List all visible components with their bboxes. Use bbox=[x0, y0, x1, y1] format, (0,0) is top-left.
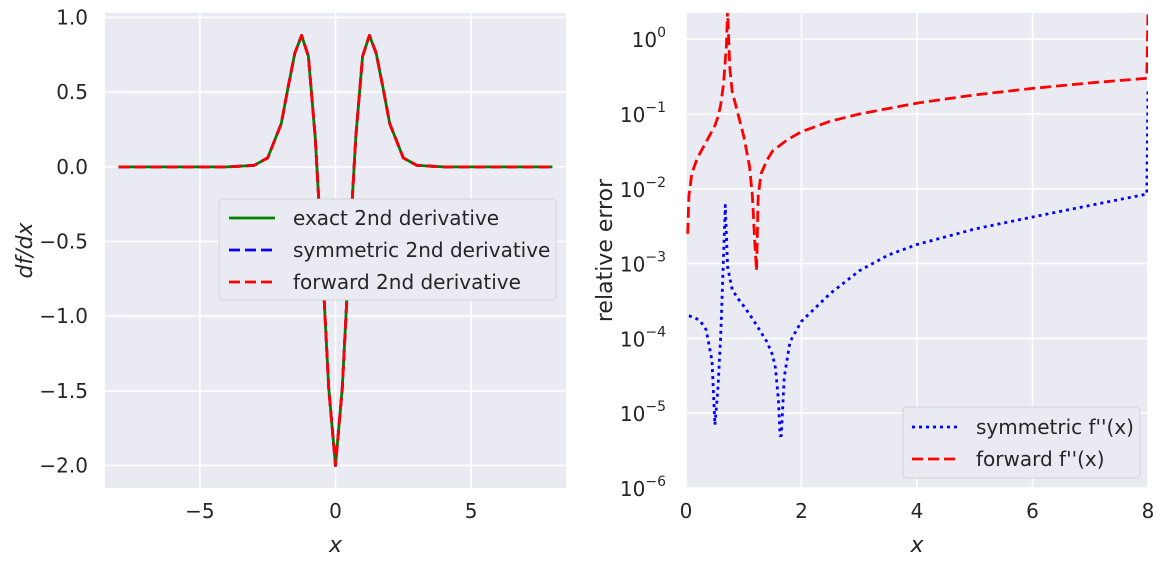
x-tick-label: 0 bbox=[680, 499, 693, 523]
left-chart: −5 0 5 1.0 0.5 0.0 −0.5 −1.0 −1.5 −2.0 x df/dx exact… bbox=[13, 5, 566, 558]
y-tick-label: −0.5 bbox=[39, 230, 88, 254]
y-tick-exponent: −1 bbox=[645, 100, 666, 116]
series-line-symmetric-f-x- bbox=[688, 88, 1148, 438]
y-tick-exponent: −2 bbox=[645, 175, 666, 191]
x-tick-label: 6 bbox=[1026, 499, 1039, 523]
y-tick-exponent: −4 bbox=[645, 324, 666, 340]
legend-box bbox=[902, 406, 1141, 479]
legend-label: exact 2nd derivative bbox=[293, 206, 499, 230]
y-tick-base: 10 bbox=[620, 327, 645, 351]
right-chart: 0 2 4 6 810010−110−210−310−410−510−6xrelativ… bbox=[593, 13, 1155, 558]
y-tick-label: −1.0 bbox=[39, 304, 88, 328]
y-tick-exponent: −6 bbox=[645, 474, 666, 490]
y-tick-label: 10−3 bbox=[620, 250, 666, 277]
series-line-forward-f-x- bbox=[686, 13, 1148, 273]
x-tick-label: 8 bbox=[1142, 499, 1155, 523]
y-tick-exponent: 0 bbox=[657, 25, 666, 41]
y-tick-label: 10−2 bbox=[620, 175, 666, 202]
x-axis-label: x bbox=[328, 533, 343, 558]
x-tick-label: 4 bbox=[911, 499, 924, 523]
y-tick-base: 10 bbox=[620, 402, 645, 426]
y-tick-base: 10 bbox=[620, 178, 645, 202]
legend-box bbox=[218, 198, 557, 301]
y-tick-base: 10 bbox=[620, 103, 645, 127]
x-tick-label: 0 bbox=[329, 499, 342, 523]
y-tick-label: 0.0 bbox=[56, 155, 88, 179]
x-tick-label: −5 bbox=[185, 499, 214, 523]
y-tick-label: 1.0 bbox=[56, 5, 88, 29]
y-tick-exponent: −5 bbox=[645, 399, 666, 415]
y-tick-label: 100 bbox=[632, 25, 666, 52]
y-tick-label: 0.5 bbox=[56, 80, 88, 104]
y-tick-label: −1.5 bbox=[39, 379, 88, 403]
y-tick-label: 10−5 bbox=[620, 399, 666, 426]
y-tick-base: 10 bbox=[632, 28, 657, 52]
legend: exact 2nd derivative symmetric 2nd deriva… bbox=[218, 198, 557, 301]
series-group bbox=[686, 13, 1148, 438]
y-tick-label: 10−4 bbox=[620, 324, 666, 351]
y-tick-label: 10−1 bbox=[620, 100, 666, 127]
legend-label: forward f''(x) bbox=[976, 447, 1105, 471]
series-line-forward-2nd-derivative bbox=[118, 34, 553, 468]
y-tick-base: 10 bbox=[620, 253, 645, 277]
y-tick-exponent: −3 bbox=[645, 250, 666, 266]
y-tick-label: −2.0 bbox=[39, 454, 88, 478]
legend: symmetric f''(x) forward f''(x) bbox=[902, 406, 1141, 479]
legend-label: symmetric 2nd derivative bbox=[293, 238, 550, 262]
y-axis-label: relative error bbox=[593, 178, 618, 322]
x-axis-label: x bbox=[909, 533, 924, 558]
y-tick-base: 10 bbox=[620, 477, 645, 501]
y-axis-label: df/dx bbox=[13, 221, 38, 278]
x-tick-label: 5 bbox=[465, 499, 478, 523]
legend-label: forward 2nd derivative bbox=[293, 270, 521, 294]
y-tick-label: 10−6 bbox=[620, 474, 666, 501]
x-tick-label: 2 bbox=[795, 499, 808, 523]
legend-label: symmetric f''(x) bbox=[976, 415, 1134, 439]
